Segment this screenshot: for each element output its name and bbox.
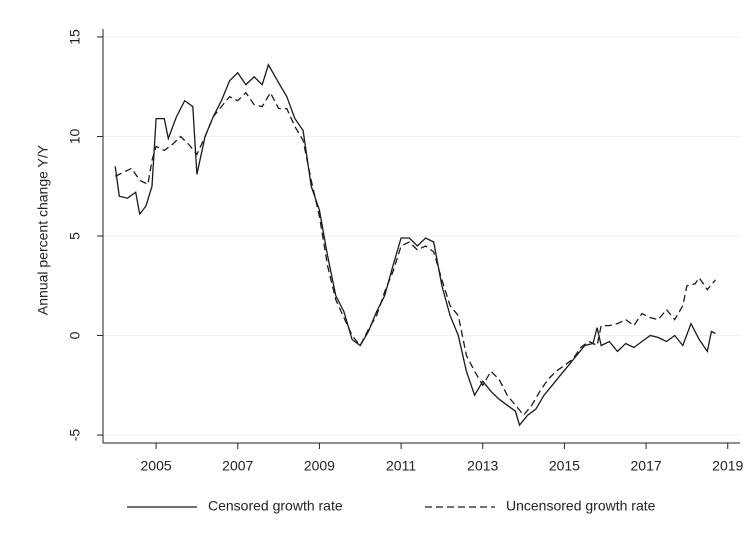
x-tick-label: 2015 bbox=[549, 458, 580, 474]
y-axis-label: Annual percent change Y/Y bbox=[35, 144, 51, 315]
legend-label: Uncensored growth rate bbox=[506, 498, 656, 514]
x-tick-label: 2019 bbox=[712, 458, 743, 474]
y-tick-label: 5 bbox=[67, 232, 83, 240]
y-tick-label: -5 bbox=[67, 429, 83, 442]
series-line bbox=[114, 63, 716, 427]
x-tick-label: 2011 bbox=[386, 458, 416, 474]
y-tick-label: 0 bbox=[67, 331, 83, 339]
legend-label: Censored growth rate bbox=[208, 498, 343, 514]
x-tick-label: 2007 bbox=[222, 458, 253, 474]
y-tick-label: 15 bbox=[67, 29, 83, 45]
series-line bbox=[114, 91, 717, 417]
y-tick-label: 10 bbox=[67, 128, 83, 144]
x-tick-label: 2009 bbox=[304, 458, 335, 474]
x-tick-label: 2005 bbox=[141, 458, 172, 474]
x-tick-label: 2017 bbox=[631, 458, 662, 474]
x-tick-label: 2013 bbox=[467, 458, 498, 474]
